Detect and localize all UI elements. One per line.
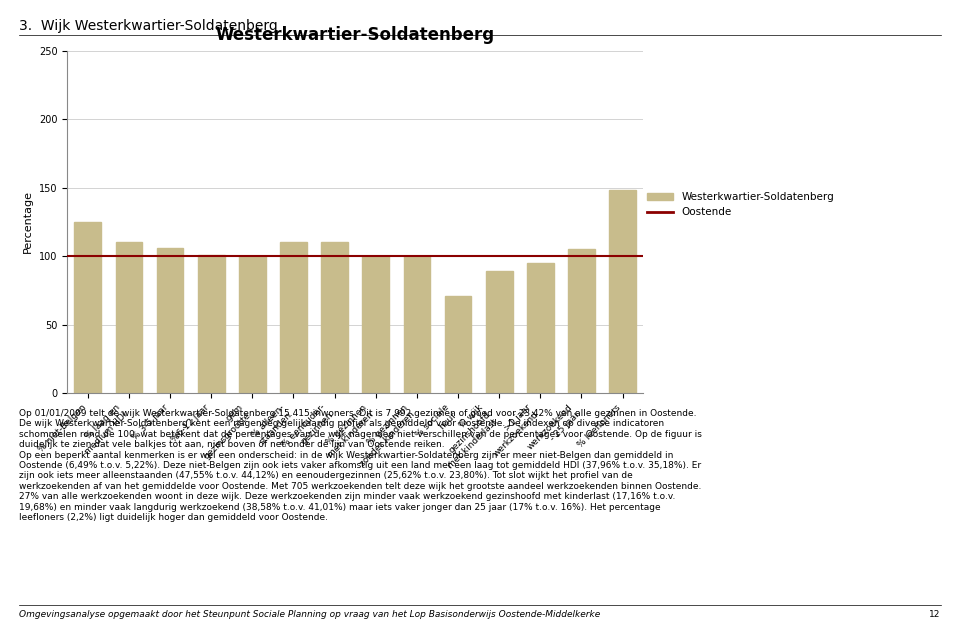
Text: 12: 12 [929, 610, 941, 619]
Title: Westerkwartier-Soldatenberg: Westerkwartier-Soldatenberg [216, 25, 494, 44]
Bar [444, 296, 471, 393]
Bar [280, 242, 307, 393]
Bar [403, 256, 430, 393]
Bar [486, 271, 513, 393]
Text: Op 01/01/2009 telt de wijk Westerkwartier-Soldatenberg 15.415 inwoners. Dit is 7: Op 01/01/2009 telt de wijk Westerkwartie… [19, 409, 702, 522]
Bar [568, 249, 595, 393]
Bar [239, 256, 266, 393]
Bar [156, 248, 183, 393]
Text: Omgevingsanalyse opgemaakt door het Steunpunt Sociale Planning op vraag van het : Omgevingsanalyse opgemaakt door het Steu… [19, 610, 600, 619]
Bar [198, 255, 225, 393]
Bar [362, 256, 389, 393]
Bar [115, 242, 142, 393]
Bar [75, 222, 101, 393]
Bar [527, 263, 554, 393]
Bar [322, 242, 348, 393]
Legend: Westerkwartier-Soldatenberg, Oostende: Westerkwartier-Soldatenberg, Oostende [642, 187, 840, 223]
Text: 3.  Wijk Westerkwartier-Soldatenberg: 3. Wijk Westerkwartier-Soldatenberg [19, 19, 278, 33]
Bar [610, 190, 636, 393]
Y-axis label: Percentage: Percentage [23, 190, 34, 254]
